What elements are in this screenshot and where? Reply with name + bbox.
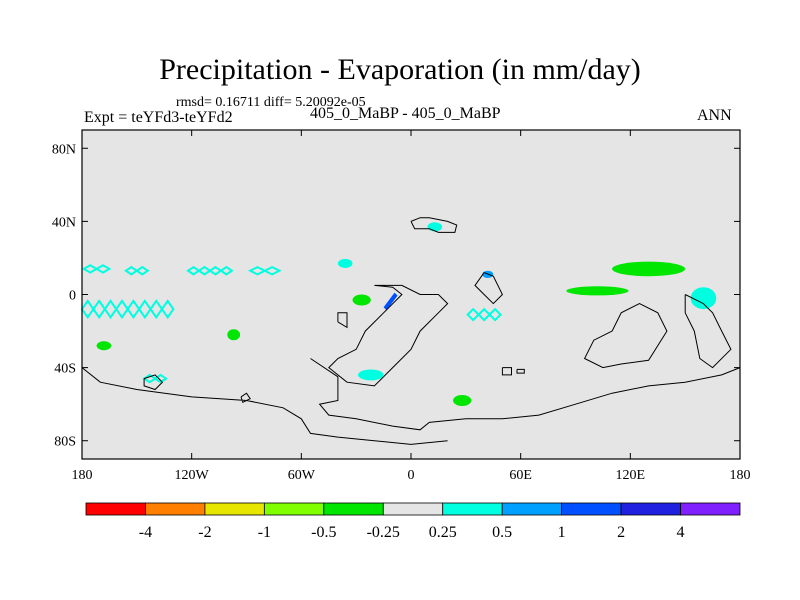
- chart-title: Precipitation - Evaporation (in mm/day): [159, 53, 641, 86]
- colorbar-box: [620, 502, 681, 516]
- x-tick-label: 120E: [616, 468, 646, 483]
- colorbar-label: 2: [617, 524, 625, 541]
- runs-label: 405_0_MaBP - 405_0_MaBP: [310, 105, 501, 122]
- colorbar-label: -1: [258, 524, 271, 541]
- y-tick-label: 80N: [52, 142, 76, 157]
- colorbar-box: [680, 502, 741, 516]
- x-tick-label: 0: [408, 468, 415, 483]
- data-patch: [690, 287, 717, 310]
- data-patch: [566, 286, 629, 296]
- data-patch: [262, 265, 282, 276]
- colorbar-box: [561, 502, 622, 516]
- x-tick-label: 60E: [509, 468, 532, 483]
- data-patch: [219, 265, 234, 276]
- coastline: [81, 217, 741, 445]
- data-patch: [135, 265, 150, 276]
- data-patch: [153, 373, 168, 384]
- colorbar-box: [263, 502, 325, 516]
- data-patch: [357, 369, 384, 381]
- y-tick-label: 80S: [54, 435, 76, 450]
- data-patch: [94, 264, 112, 274]
- colorbar-label: -0.5: [311, 524, 336, 541]
- y-tick-label: 40S: [54, 362, 76, 377]
- data-patch: [337, 258, 353, 268]
- colorbar-box: [442, 502, 503, 516]
- colorbar-box: [323, 502, 384, 516]
- colorbar: -4 -2 -1 -0.5 -0.25 0.25 0.5 1 2 4: [85, 502, 741, 541]
- experiment-label: Expt = teYFd3-teYFd2: [84, 109, 233, 126]
- colorbar-label: 4: [677, 524, 685, 541]
- data-patch: [383, 292, 398, 311]
- data-patch: [612, 261, 686, 277]
- colorbar-label: 1: [558, 524, 566, 541]
- data-patch: [160, 299, 175, 320]
- colorbar-label: -2: [198, 524, 211, 541]
- colorbar-box: [501, 502, 563, 516]
- stats-label: rmsd= 0.16711 diff= 5.20092e-05: [176, 95, 366, 110]
- plot-background: [82, 130, 740, 459]
- data-patch: [453, 395, 472, 406]
- colorbar-box: [85, 502, 146, 516]
- x-tick-label: 180: [72, 468, 93, 483]
- y-tick-label: 0: [69, 289, 76, 304]
- x-tick-label: 60W: [288, 468, 316, 483]
- data-patch: [352, 294, 371, 306]
- colorbar-label: -4: [139, 524, 152, 541]
- colorbar-label: -0.25: [367, 524, 400, 541]
- colorbar-box: [145, 502, 206, 516]
- colorbar-box: [204, 502, 265, 516]
- data-patch: [96, 341, 112, 351]
- colorbar-label: 0.25: [429, 524, 457, 541]
- x-tick-label: 180: [730, 468, 751, 483]
- data-patch: [227, 329, 241, 341]
- axis-ticks: 180 120W 60W 0 60E 120E 180 80N 40N 0 40S 80S: [52, 130, 751, 483]
- data-patch: [488, 307, 502, 322]
- difference-patches: [80, 222, 717, 406]
- season-label: ANN: [697, 107, 732, 124]
- colorbar-box: [382, 502, 444, 516]
- x-tick-label: 120W: [175, 468, 210, 483]
- data-patch: [427, 222, 443, 232]
- colorbar-label: 0.5: [492, 524, 512, 541]
- y-tick-label: 40N: [52, 215, 76, 230]
